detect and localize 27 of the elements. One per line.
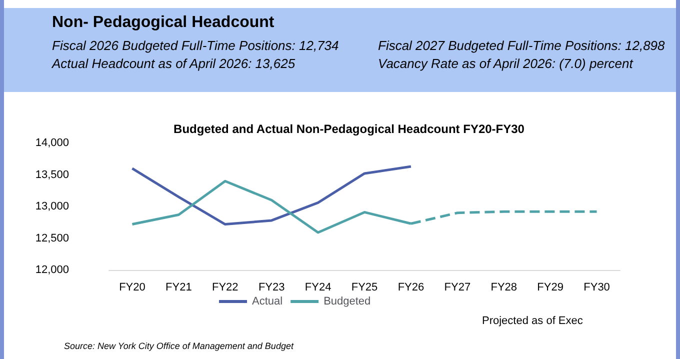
text: Vacancy Rate as of April 2026: (7.0) percent: [378, 56, 633, 71]
x-tick-label: FY26: [398, 282, 424, 294]
text: Actual Headcount as of April 2026: 13,625: [52, 56, 296, 71]
text: Fiscal 2026 Budgeted Full-Time Positions: 12,734: [52, 38, 339, 53]
x-tick-label: FY27: [444, 282, 471, 294]
chart-title: Non- Pedagogical Headcount: [52, 14, 274, 32]
legend-label: Actual: [252, 296, 283, 308]
y-tick-label: 12,500: [35, 232, 69, 244]
y-tick-label: 13,500: [35, 168, 69, 181]
x-tick-label: FY22: [212, 282, 238, 294]
chart-subtitle: Budgeted and Actual Non-Pedagogical Headcount FY20-FY30: [174, 122, 525, 136]
x-tick-label: FY24: [304, 282, 332, 294]
x-tick-label: FY21: [166, 282, 192, 294]
x-tick-label: FY23: [258, 282, 285, 294]
source-note: Source: New York City Office of Management and Budget: [64, 341, 294, 351]
text: Projected as of Exec: [482, 315, 583, 327]
text: Fiscal 2027 Budgeted Full-Time Positions: 12,898: [378, 38, 665, 53]
y-tick-label: 12,000: [35, 264, 69, 276]
y-tick-label: 14,000: [35, 137, 69, 149]
x-tick-label: FY30: [584, 282, 610, 294]
x-tick-label: FY25: [351, 282, 378, 294]
x-tick-label: FY20: [119, 282, 146, 294]
line-series: [130, 165, 412, 226]
legend-label: Budgeted: [324, 296, 371, 308]
x-tick-label: FY29: [537, 282, 564, 294]
y-tick-label: 13,000: [35, 200, 69, 212]
x-tick-label: FY28: [490, 282, 518, 294]
